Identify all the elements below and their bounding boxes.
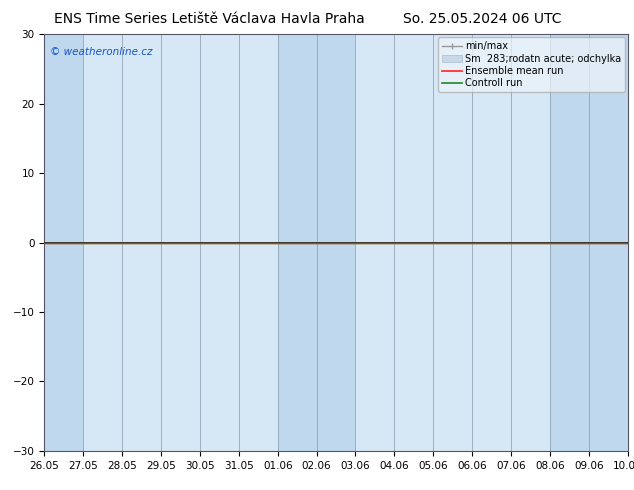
Legend: min/max, Sm  283;rodatn acute; odchylka, Ensemble mean run, Controll run: min/max, Sm 283;rodatn acute; odchylka, … bbox=[439, 37, 624, 92]
Bar bbox=[550, 34, 628, 451]
Text: © weatheronline.cz: © weatheronline.cz bbox=[50, 47, 153, 57]
Text: So. 25.05.2024 06 UTC: So. 25.05.2024 06 UTC bbox=[403, 12, 561, 26]
Bar bbox=[44, 34, 83, 451]
Bar bbox=[278, 34, 356, 451]
Text: ENS Time Series Letiště Václava Havla Praha: ENS Time Series Letiště Václava Havla Pr… bbox=[54, 12, 365, 26]
